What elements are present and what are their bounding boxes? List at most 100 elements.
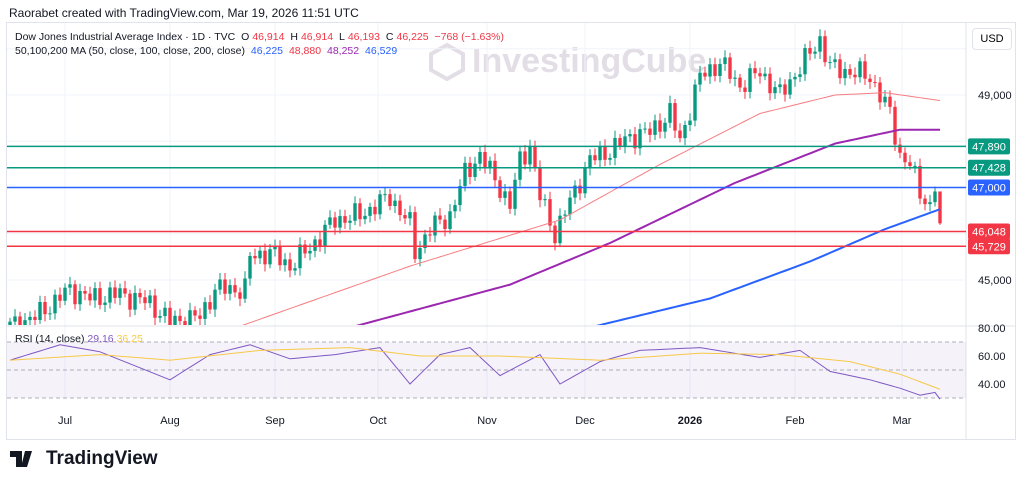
candle-body [468,162,472,178]
candle-body [683,125,687,139]
candle-body [533,146,537,168]
candle-body [503,191,507,198]
candle-body [788,79,792,95]
level-tag [968,159,1010,176]
time-axis-label: Aug [160,415,180,427]
ma100-line [355,128,940,325]
candle-body [133,292,137,310]
candle-body [523,151,527,165]
candle-body [128,293,132,310]
candle-body [513,179,517,209]
chart-legend: Dow Jones Industrial Average Index · 1D … [15,30,507,58]
candle-body [738,77,742,88]
candle-body [743,87,747,92]
currency-button[interactable]: USD [972,28,1012,50]
price-tick-label: 45,000 [978,275,1012,287]
level-tag [968,223,1010,240]
candle-body [898,144,902,153]
candle-body [463,162,467,186]
candle-body [438,215,442,220]
candle-body [448,211,452,229]
candle-body [793,76,797,80]
candle-body [203,302,207,319]
candle-body [573,185,577,198]
candle-body [293,268,297,271]
price-tick-label: 49,000 [978,90,1012,102]
candle-body [538,167,542,201]
candle-body [583,167,587,194]
candle-body [483,152,487,168]
ma-value-1: 46,225 [250,45,284,57]
tradingview-logo: TradingView [10,448,158,470]
candle-body [923,198,927,205]
open-label: O [241,31,250,43]
candle-body [783,84,787,95]
candle-body [393,200,397,207]
candle-body [918,165,922,199]
candle-body [628,134,632,137]
candle-body [728,57,732,79]
candle-body [713,64,717,76]
candle-body [933,191,937,203]
candle-body [263,250,267,265]
level-label: 47,890 [972,141,1006,153]
level-label: 46,048 [972,227,1006,239]
candle-body [418,247,422,260]
candle-body [173,315,177,325]
candle-body [473,163,477,178]
candle-body [148,295,152,304]
candle-body [248,255,252,279]
rsi-value: 29.16 [87,333,114,345]
candle-body [168,307,172,325]
candle-body [223,279,227,294]
rsi-line [9,344,941,400]
candle-body [18,316,22,325]
candle-body [78,291,82,305]
candle-body [303,244,307,254]
candle-body [593,155,597,161]
candle-body [668,103,672,123]
candle-body [28,316,32,321]
candle-body [833,59,837,63]
candle-body [803,48,807,75]
candle-body [373,206,377,215]
candle-body [528,146,532,165]
candle-body [433,215,437,236]
candle-body [58,294,62,301]
candle-body [708,64,712,77]
candle-body [733,77,737,79]
candle-body [553,225,557,244]
ma200-line [595,208,941,325]
candle-body [938,191,942,224]
close-label: C [385,31,394,43]
level-label: 47,428 [972,163,1006,175]
level-label: 47,000 [972,183,1006,195]
candle-body [753,68,757,74]
candle-body [93,288,97,301]
candle-body [868,78,872,83]
candle-body [493,160,497,181]
candle-body [8,321,12,325]
candle-body [318,239,322,247]
candle-body [698,72,702,85]
time-axis-label: Jul [58,415,72,427]
candle-body [198,315,202,319]
candle-body [578,185,582,194]
candle-body [858,61,862,78]
time-axis-label: Sep [265,415,285,427]
candle-body [813,51,817,54]
candle-body [543,199,547,201]
candle-body [13,316,17,322]
candle-body [38,302,42,320]
candle-body [313,239,317,251]
rsi-tick-label: 40.00 [978,379,1006,391]
candle-body [268,249,272,265]
candle-body [243,278,247,299]
candle-body [563,214,567,216]
candle-body [278,246,282,266]
candle-body [688,120,692,126]
time-axis-label: 2026 [678,415,702,427]
candle-body [488,160,492,168]
time-axis-label: Mar [893,415,912,427]
